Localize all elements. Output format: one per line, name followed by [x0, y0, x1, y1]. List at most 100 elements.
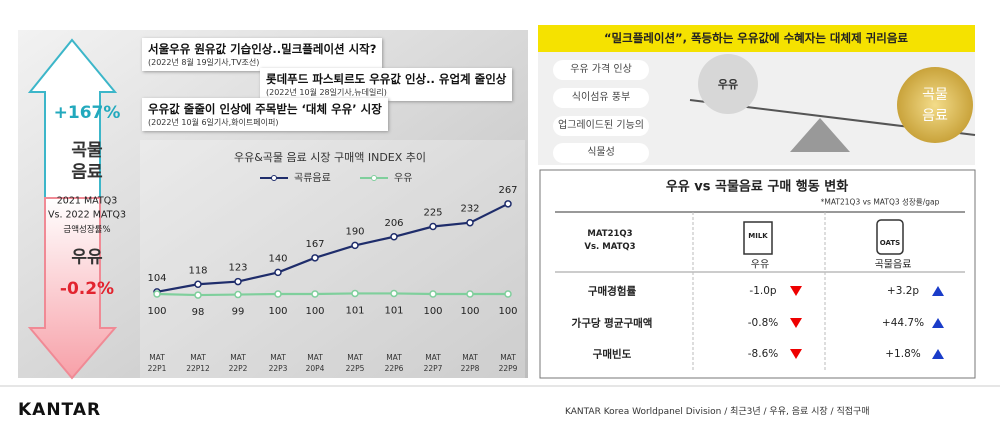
data-label: 100: [147, 306, 166, 317]
data-label: 100: [460, 306, 479, 317]
down-marker: [790, 349, 802, 359]
x-tick-label: MAT 22P2: [228, 353, 248, 373]
x-tick-label: MAT 22P8: [460, 353, 480, 373]
legend-swatch: [371, 175, 377, 181]
grain-label: 곡물: [71, 140, 103, 161]
milk-change: -8.6%: [747, 348, 779, 360]
up-marker: [932, 349, 944, 359]
point: [274, 268, 282, 277]
fulcrum: [790, 118, 850, 152]
news-box: 롯데푸드 파스퇴르도 우유값 인상.. 유업계 줄인상 (2022년 10월 28…: [260, 68, 513, 101]
milk-label: 우유: [71, 247, 103, 268]
icon-label: MILK: [748, 232, 768, 240]
chart-title: 우유&곡물 음료 시장 구매액 INDEX 추이: [233, 151, 427, 164]
period: 2021 MATQ3: [56, 195, 118, 207]
row-label: 구매경험률: [587, 285, 637, 298]
grain-label: 음료: [71, 162, 103, 183]
balance-left: 우유: [717, 78, 739, 91]
data-label: 232: [460, 204, 479, 215]
news-box: 우유값 줄줄이 인상에 주목받는 ‘대체 우유’ 시장 (2022년 10월 6일…: [142, 98, 388, 131]
data-label: 100: [498, 306, 517, 317]
milk-weight: [698, 54, 758, 114]
row-label: 구매빈도: [592, 348, 632, 361]
data-label: 140: [268, 253, 287, 264]
news-box: 서울우유 원유값 기습인상..밀크플레이션 시작? (2022년 8월 19일기사…: [142, 38, 383, 71]
data-label: 118: [188, 265, 207, 276]
benefit: 식물성: [553, 143, 649, 163]
column-header: 곡물음료: [874, 259, 912, 271]
x-tick-label: MAT 22P9: [498, 353, 518, 373]
headline: 서울우유 원유값 기습인상..밀크플레이션 시작?: [148, 42, 377, 56]
benefit: 우유 가격 인상: [553, 60, 649, 80]
x-tick-label: MAT 22P7: [423, 353, 443, 373]
table-title: 우유 vs 곡물음료 구매 행동 변화: [665, 179, 849, 195]
icon-label: OATS: [879, 239, 901, 247]
data-label: 100: [268, 306, 287, 317]
headline: 우유값 줄줄이 인상에 주목받는 ‘대체 우유’ 시장: [148, 102, 382, 116]
point: [351, 289, 359, 298]
point: [234, 290, 242, 299]
point: [311, 254, 319, 262]
point: [504, 290, 512, 298]
legend-swatch: [271, 175, 277, 181]
milk-change: -1.0p: [749, 285, 777, 297]
data-label: 104: [147, 273, 166, 284]
data-label: 100: [423, 306, 442, 317]
oats-icon: [876, 219, 904, 255]
x-tick-label: MAT 22P3: [268, 353, 288, 373]
balance-right: 음료: [922, 108, 948, 124]
series-line: [156, 202, 509, 293]
x-tick-label: MAT 22P5: [345, 353, 365, 373]
period: Vs. 2022 MATQ3: [48, 209, 126, 221]
balance-right: 곡물: [922, 87, 948, 103]
table-header: MAT21Q3: [587, 229, 633, 239]
data-label: 101: [384, 305, 403, 316]
period: 금액성장률%: [63, 225, 111, 235]
up-marker: [932, 286, 944, 296]
news-source: (2022년 10월 6일기사,화이트페이퍼): [148, 118, 279, 127]
grain-weight: [897, 67, 973, 143]
banner: “밀크플레이션”, 폭등하는 우유값에 수혜자는 대체제 귀리음료: [603, 31, 909, 45]
data-label: 101: [345, 305, 364, 316]
brand: KANTAR: [18, 400, 102, 420]
legend-label: 곡류음료: [294, 172, 331, 184]
table-note: *MAT21Q3 vs MATQ3 성장률/gap: [820, 197, 940, 207]
down-marker: [790, 318, 802, 328]
point: [390, 233, 398, 241]
x-tick-label: MAT 22P1: [147, 353, 167, 373]
chart-panel: [140, 140, 525, 378]
point: [504, 200, 512, 208]
point: [194, 291, 202, 299]
point: [234, 277, 242, 286]
down-arrow: [27, 197, 118, 380]
grain-change: +3.2p: [886, 285, 920, 297]
milk-change: -0.8%: [747, 317, 779, 329]
data-label: 206: [384, 218, 403, 229]
data-label: 123: [228, 263, 247, 274]
x-tick-label: MAT 22P12: [186, 353, 210, 373]
point: [466, 218, 474, 227]
point: [311, 290, 319, 298]
point: [274, 290, 282, 298]
x-tick-label: MAT 20P4: [305, 353, 325, 373]
point: [153, 290, 161, 298]
column-header: 우유: [750, 259, 770, 271]
point: [194, 280, 202, 289]
down-marker: [790, 286, 802, 296]
headline: 롯데푸드 파스퇴르도 우유값 인상.. 유업계 줄인상: [266, 72, 507, 86]
data-label: 99: [232, 307, 245, 318]
point: [351, 241, 359, 250]
grain-change: +1.8%: [885, 348, 921, 360]
milk-icon: [743, 221, 773, 255]
point: [390, 289, 398, 298]
grain-growth: +167%: [53, 103, 121, 123]
news-source: (2022년 8월 19일기사,TV조선): [148, 58, 260, 67]
table-box: [539, 169, 976, 379]
milk-growth: -0.2%: [59, 279, 115, 299]
row-label: 가구당 평균구매액: [571, 317, 653, 330]
up-marker: [932, 318, 944, 328]
point: [429, 222, 437, 231]
banner-bg: [538, 25, 975, 52]
data-label: 225: [423, 208, 442, 219]
